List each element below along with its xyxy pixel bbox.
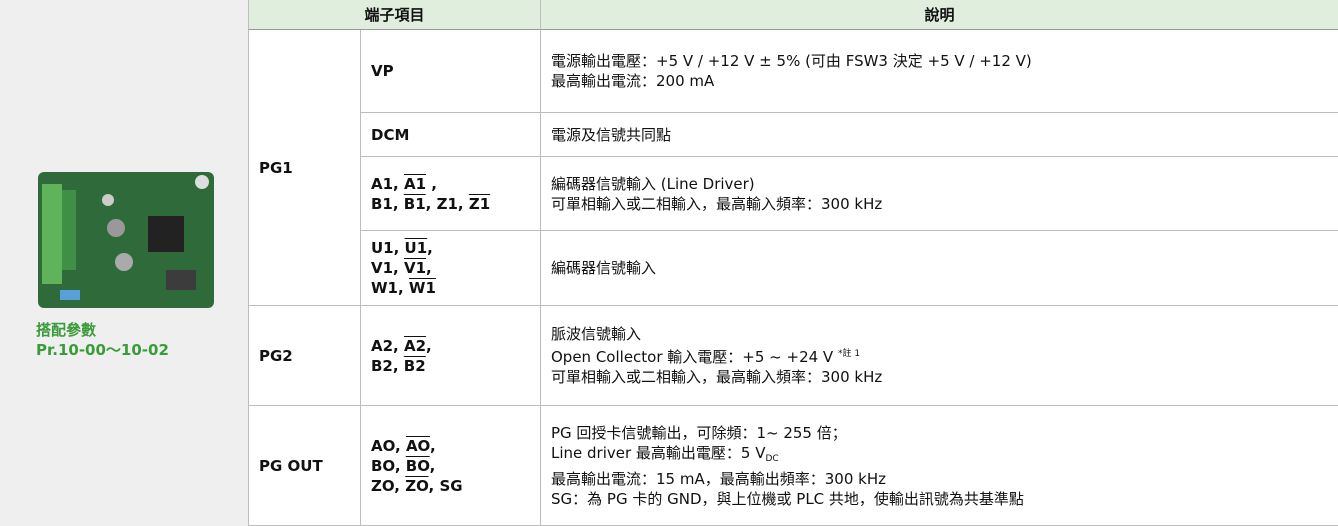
text-line: 最高輸出電流：200 mA: [551, 71, 1338, 91]
group-cell: PG2: [248, 306, 360, 406]
description-cell: PG 回授卡信號輸出，可除頻：1~ 255 倍； Line driver 最高輸出…: [540, 406, 1338, 526]
text-line: Line driver 最高輸出電壓：5 VDC: [551, 443, 1338, 469]
text-segment: A2: [403, 336, 427, 355]
text-line: B1, B1, Z1, Z1: [371, 194, 540, 214]
caption: 搭配參數 Pr.10-00～10-02: [36, 320, 169, 360]
text-segment: AO: [405, 436, 430, 455]
text-segment: ,: [429, 456, 436, 475]
header-cell: 端子項目: [248, 0, 540, 30]
text-segment: A1,: [371, 174, 404, 193]
text-segment: PG 回授卡信號輸出，可除頻：1~ 255 倍；: [551, 423, 847, 442]
description-cell: 編碼器信號輸入 (Line Driver) 可單相輸入或二相輸入，最高輸入頻率：3…: [540, 157, 1338, 231]
text-segment: 可單相輸入或二相輸入，最高輸入頻率：300 kHz: [551, 368, 883, 386]
text-line: 編碼器信號輸入: [551, 258, 1338, 278]
text-segment: ,: [426, 174, 437, 193]
group-cell: PG1: [248, 30, 360, 306]
terminal-cell: A1, A1 , B1, B1, Z1, Z1: [360, 157, 540, 231]
terminal-cell: AO, AO, BO, BO, ZO, ZO, SG: [360, 406, 540, 526]
text-segment: B2,: [371, 356, 404, 375]
caption-line: Pr.10-00～10-02: [36, 341, 169, 359]
text-line: 電源及信號共同點: [551, 125, 1338, 145]
text-line: V1, V1,: [371, 258, 540, 278]
text-line: PG 回授卡信號輸出，可除頻：1~ 255 倍；: [551, 423, 1338, 443]
text-segment: 最高輸出電流：15 mA，最高輸出頻率：300 kHz: [551, 469, 886, 488]
text-line: A2, A2,: [371, 336, 540, 356]
description-cell: 編碼器信號輸入: [540, 231, 1338, 306]
text-line: U1, U1,: [371, 238, 540, 258]
text-segment: V1,: [371, 259, 404, 277]
header-text: 說明: [924, 5, 955, 24]
text-line: 最高輸出電流：15 mA，最高輸出頻率：300 kHz: [551, 469, 1338, 489]
text-line: DCM: [371, 125, 540, 145]
text-line: 編碼器信號輸入 (Line Driver): [551, 174, 1338, 194]
text-line: B2, B2: [371, 356, 540, 376]
text-line: 脈波信號輸入: [551, 324, 1338, 344]
text-segment: ZO,: [371, 476, 406, 495]
text-segment: B2: [403, 356, 426, 375]
terminal-cell: A2, A2, B2, B2: [360, 306, 540, 406]
text-segment: 電源及信號共同點: [551, 125, 672, 144]
text-line: 電源輸出電壓：+5 V / +12 V ± 5% (可由 FSW3 決定 +5 …: [551, 51, 1338, 71]
text-segment: AO,: [371, 436, 406, 455]
text-line: A1, A1 ,: [371, 174, 540, 194]
text-line: 可單相輸入或二相輸入，最高輸入頻率：300 kHz: [551, 194, 1338, 214]
header-text: 端子項目: [364, 5, 425, 24]
text-segment: W1: [408, 279, 436, 297]
text-segment: BO,: [371, 456, 406, 475]
text-segment: ,: [427, 239, 433, 257]
terminal-cell: U1, U1, V1, V1, W1, W1: [360, 231, 540, 306]
text-segment: 可單相輸入或二相輸入，最高輸入頻率：300 kHz: [551, 194, 883, 213]
group-cell: PG OUT: [248, 406, 360, 526]
text-segment: B1,: [371, 194, 404, 213]
text-segment: SG：為 PG 卡的 GND，與上位機或 PLC 共地，使輸出訊號為共基準點: [551, 489, 1024, 508]
text-line: BO, BO,: [371, 456, 540, 476]
description-cell: 電源及信號共同點: [540, 113, 1338, 157]
text-segment: 最高輸出電流：200 mA: [551, 72, 715, 90]
group-name: PG1: [259, 158, 293, 177]
text-line: 可單相輸入或二相輸入，最高輸入頻率：300 kHz: [551, 367, 1338, 387]
text-segment: , Z1,: [425, 194, 469, 213]
text-segment: *註 1: [837, 349, 861, 359]
text-segment: VP: [371, 62, 394, 80]
text-segment: 電源輸出電壓：+5 V / +12 V ± 5% (可由 FSW3 決定 +5 …: [551, 52, 1032, 70]
text-segment: Z1: [468, 194, 491, 213]
text-segment: DC: [765, 453, 779, 464]
text-segment: 編碼器信號輸入: [551, 259, 657, 277]
text-line: ZO, ZO, SG: [371, 476, 540, 496]
text-segment: 脈波信號輸入: [551, 325, 642, 343]
text-segment: Line driver 最高輸出電壓：5 V: [551, 443, 766, 462]
text-segment: ,: [426, 259, 432, 277]
text-line: SG：為 PG 卡的 GND，與上位機或 PLC 共地，使輸出訊號為共基準點: [551, 489, 1338, 509]
text-line: Open Collector 輸入電壓：+5 ~ +24 V *註 1: [551, 344, 1338, 367]
text-segment: ,: [426, 336, 432, 355]
text-segment: BO: [405, 456, 430, 475]
text-segment: A2,: [371, 336, 404, 355]
text-segment: B1: [403, 194, 426, 213]
text-segment: ,: [429, 436, 436, 455]
group-name: PG OUT: [259, 456, 323, 475]
text-line: VP: [371, 61, 540, 81]
text-segment: 編碼器信號輸入 (Line Driver): [551, 174, 755, 193]
side-panel: 搭配參數 Pr.10-00～10-02: [0, 0, 248, 526]
board-image: [38, 172, 214, 308]
description-cell: 電源輸出電壓：+5 V / +12 V ± 5% (可由 FSW3 決定 +5 …: [540, 30, 1338, 113]
text-segment: , SG: [428, 476, 463, 495]
text-segment: DCM: [371, 125, 410, 144]
description-cell: 脈波信號輸入 Open Collector 輸入電壓：+5 ~ +24 V *註 …: [540, 306, 1338, 406]
text-segment: A1: [403, 174, 427, 193]
header-cell: 說明: [540, 0, 1338, 30]
text-segment: W1,: [371, 279, 409, 297]
text-segment: U1,: [371, 239, 405, 257]
text-segment: U1: [404, 239, 428, 257]
text-line: W1, W1: [371, 278, 540, 298]
text-line: AO, AO,: [371, 436, 540, 456]
group-name: PG2: [259, 346, 293, 365]
terminal-cell: DCM: [360, 113, 540, 157]
caption-line: 搭配參數: [36, 321, 97, 339]
terminal-cell: VP: [360, 30, 540, 113]
text-segment: Open Collector 輸入電壓：+5 ~ +24 V: [551, 348, 838, 366]
text-segment: ZO: [405, 476, 429, 495]
text-segment: V1: [403, 259, 427, 277]
